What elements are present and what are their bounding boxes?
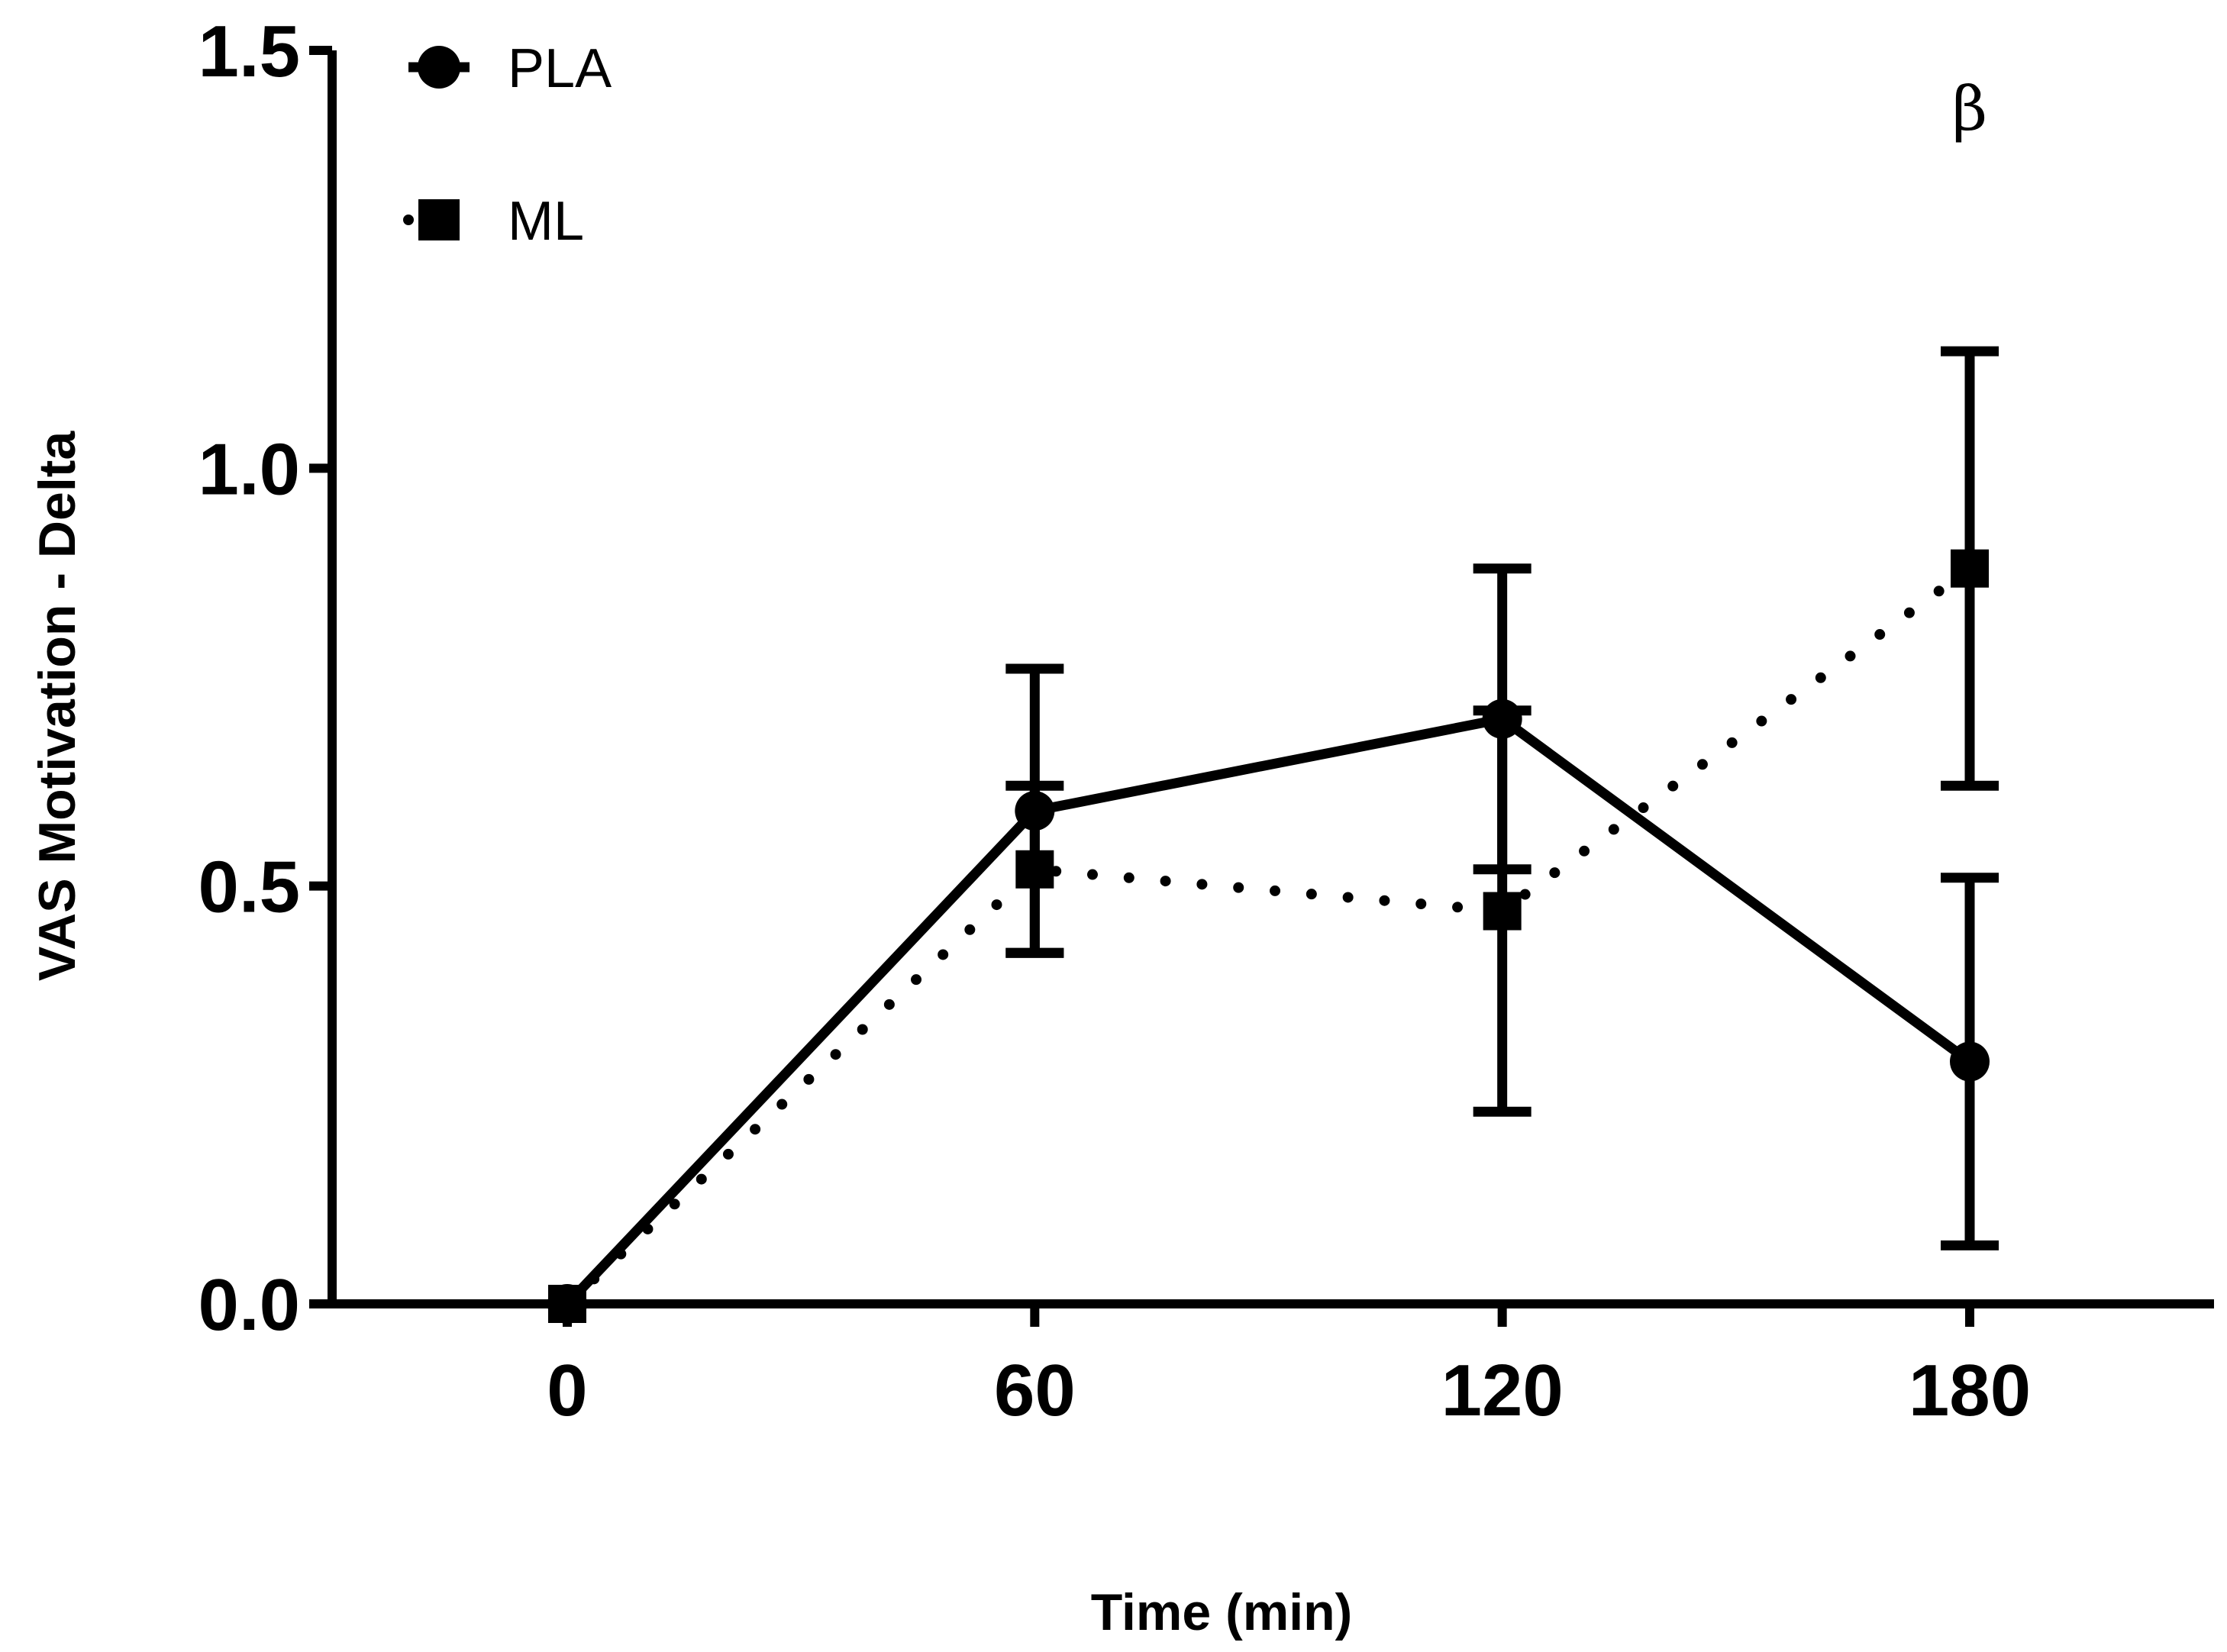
x-tick-label: 60	[994, 1350, 1076, 1431]
legend-marker-pla	[418, 46, 460, 89]
x-axis-title: Time (min)	[1091, 1583, 1353, 1641]
pla-data-point	[1015, 791, 1055, 831]
y-tick-label: 0.0	[198, 1264, 300, 1346]
y-axis-title: VAS Motivation - Delta	[28, 431, 86, 982]
pla-data-point	[1950, 1041, 1990, 1082]
legend-item-ml: ML	[403, 191, 584, 252]
legend-label-ml: ML	[508, 191, 584, 252]
ml-data-point	[1951, 549, 1989, 588]
pla-data-point	[547, 1284, 587, 1324]
legend-marker-ml	[418, 199, 460, 240]
legend-item-pla: PLA	[408, 38, 612, 99]
y-tick-label: 0.5	[198, 847, 300, 928]
ml-series-line	[562, 563, 1975, 1309]
x-tick-label: 180	[1909, 1350, 2031, 1431]
y-tick-label: 1.5	[198, 11, 300, 92]
significance-annotation: β	[1952, 73, 1987, 144]
pla-series-line	[563, 713, 1973, 1308]
y-tick-label: 1.0	[198, 428, 300, 510]
legend-label-pla: PLA	[508, 38, 612, 99]
pla-data-point	[1482, 699, 1522, 739]
x-tick-label: 120	[1441, 1350, 1564, 1431]
x-tick-label: 0	[547, 1350, 587, 1431]
ml-data-point	[1483, 892, 1522, 931]
